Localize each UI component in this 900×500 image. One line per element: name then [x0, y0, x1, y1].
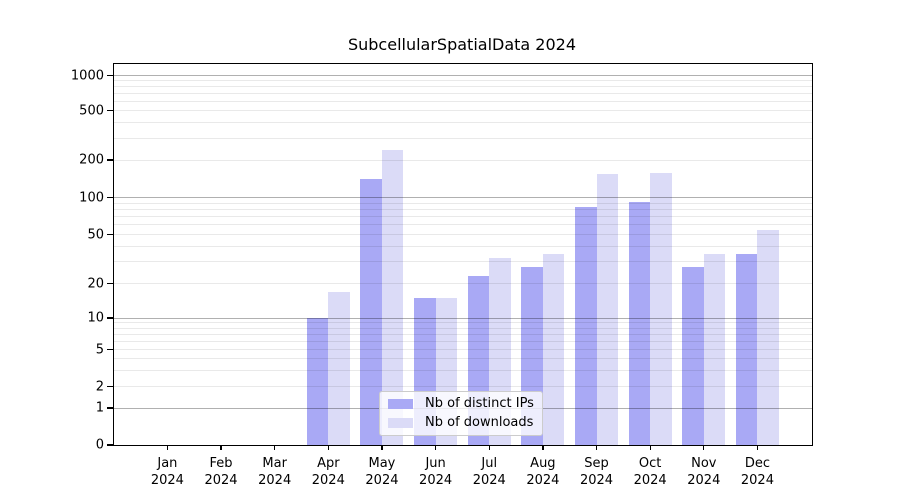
gridline-y-400 — [114, 122, 812, 124]
bar-oct-downloads — [650, 172, 672, 445]
gridline-y-80 — [114, 208, 812, 210]
x-tick-feb — [220, 445, 222, 450]
y-tick-10 — [107, 317, 113, 319]
bar-sep-downloads — [596, 173, 619, 445]
x-tick-dec — [756, 445, 759, 450]
y-tick-label-20: 20 — [87, 276, 104, 291]
x-tick-apr — [327, 445, 330, 450]
y-tick-5 — [107, 348, 113, 351]
y-tick-label-50: 50 — [87, 227, 104, 242]
x-tick-may — [381, 445, 383, 450]
gridline-y-200 — [114, 159, 812, 161]
legend-item-downloads: Nb of downloads — [388, 416, 534, 430]
bar-may-downloads — [381, 150, 404, 445]
bar-aug-downloads — [542, 253, 565, 445]
bar-nov-downloads — [703, 253, 726, 445]
legend-swatch-downloads-icon — [388, 418, 413, 428]
bar-sep-distinct-ips — [575, 206, 597, 445]
bar-apr-downloads — [328, 291, 350, 445]
gridline-y-500 — [114, 110, 812, 111]
x-tick-jul — [488, 445, 490, 450]
legend-label-downloads: Nb of downloads — [425, 415, 534, 430]
y-tick-1000 — [107, 74, 113, 77]
gridline-y-700 — [114, 93, 812, 94]
y-tick-2 — [107, 385, 113, 388]
y-tick-100 — [107, 196, 113, 199]
plot-area: Nb of distinct IPs Nb of downloads 0 1 2 5 1… — [71, 63, 813, 488]
gridline-y-100 — [114, 197, 812, 198]
y-tick-0 — [107, 444, 113, 446]
gridline-y-300 — [114, 137, 812, 139]
gridline-y-70 — [114, 216, 812, 218]
y-tick-label-10: 10 — [87, 310, 104, 326]
y-tick-label-0: 0 — [95, 437, 104, 453]
x-tick-label-dec: Dec 2024 — [740, 456, 774, 488]
y-tick-20 — [107, 282, 113, 285]
x-tick-label-sep: Sep 2024 — [579, 456, 614, 488]
chart-title: SubcellularSpatialData 2024 — [347, 35, 577, 54]
y-tick-50 — [107, 233, 113, 236]
x-tick-label-apr: Apr 2024 — [311, 456, 345, 488]
gridline-y-900 — [114, 80, 812, 82]
x-tick-jun — [435, 445, 437, 450]
bar-oct-distinct-ips — [628, 201, 651, 445]
x-tick-sep — [595, 445, 598, 450]
legend-item-distinct-ips: Nb of distinct IPs — [388, 397, 534, 411]
y-tick-label-5: 5 — [95, 342, 104, 357]
x-tick-nov — [703, 445, 705, 450]
y-tick-label-2: 2 — [95, 379, 104, 394]
bar-nov-distinct-ips — [682, 267, 704, 445]
legend-label-distinct-ips: Nb of distinct IPs — [425, 396, 534, 411]
x-tick-label-aug: Aug 2024 — [526, 456, 560, 488]
y-tick-label-500: 500 — [79, 103, 104, 118]
legend: Nb of distinct IPs Nb of downloads — [379, 391, 543, 436]
gridline-y-60 — [114, 224, 812, 226]
gridline-y-800 — [114, 86, 812, 88]
bar-may-distinct-ips — [360, 179, 382, 445]
x-tick-label-oct: Oct 2024 — [633, 456, 667, 488]
x-tick-label-jun: Jun 2024 — [419, 456, 453, 488]
x-tick-label-may: May 2024 — [365, 456, 399, 488]
gridline-y-40 — [114, 245, 812, 247]
gridline-y-90 — [114, 202, 812, 204]
x-tick-label-nov: Nov 2024 — [687, 456, 721, 488]
y-tick-label-1: 1 — [95, 400, 104, 416]
x-tick-label-jan: Jan 2024 — [150, 456, 184, 488]
x-tick-label-jul: Jul 2024 — [472, 456, 506, 488]
y-tick-label-1000: 1000 — [70, 68, 104, 83]
y-tick-label-200: 200 — [79, 152, 104, 168]
x-tick-label-feb: Feb 2024 — [204, 456, 238, 488]
legend-swatch-distinct-ips-icon — [388, 399, 413, 409]
gridline-y-50 — [114, 234, 812, 235]
y-tick-1 — [107, 407, 113, 409]
y-tick-500 — [107, 109, 113, 112]
gridline-y-600 — [114, 100, 812, 102]
x-tick-oct — [649, 445, 651, 450]
x-tick-label-mar: Mar 2024 — [258, 456, 292, 488]
bar-dec-downloads — [757, 230, 779, 445]
x-tick-aug — [542, 445, 544, 450]
gridline-y-1000 — [114, 75, 812, 76]
y-tick-200 — [107, 159, 113, 161]
y-tick-label-100: 100 — [79, 190, 104, 205]
x-tick-mar — [274, 445, 276, 450]
x-tick-jan — [166, 445, 169, 450]
bar-dec-distinct-ips — [735, 253, 758, 445]
bar-apr-distinct-ips — [306, 318, 329, 445]
